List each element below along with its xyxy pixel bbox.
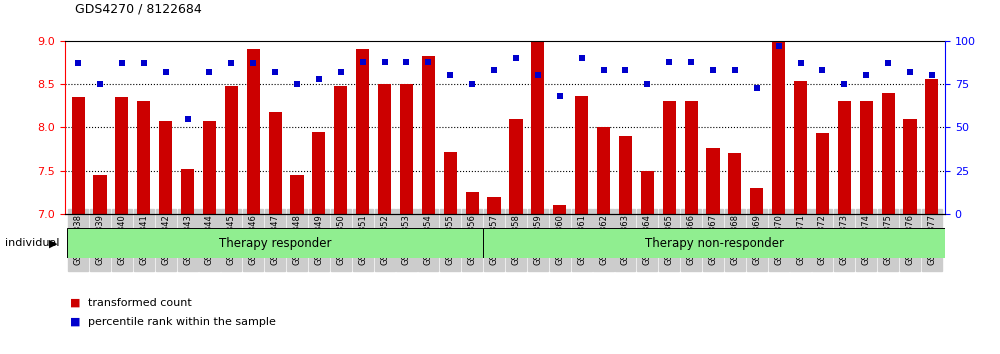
Point [639, 81, 655, 87]
Bar [619, 136, 632, 214]
Point [683, 59, 699, 64]
Point [398, 59, 414, 64]
Bar [269, 112, 282, 214]
Bar [466, 193, 479, 214]
Bar [72, 97, 85, 214]
Point [355, 59, 371, 64]
Bar [903, 119, 917, 214]
Point [749, 85, 765, 90]
Point [836, 81, 852, 87]
Bar [597, 127, 610, 214]
Bar [290, 175, 304, 214]
Bar [663, 101, 676, 214]
Point [114, 61, 130, 66]
Text: GDS4270 / 8122684: GDS4270 / 8122684 [75, 3, 202, 16]
Bar [685, 101, 698, 214]
Bar [882, 93, 895, 214]
Bar [706, 148, 720, 214]
Bar [422, 56, 435, 214]
Bar [356, 49, 369, 214]
Text: ■: ■ [70, 317, 80, 327]
Bar [444, 152, 457, 214]
Bar [312, 132, 325, 214]
Point [311, 76, 327, 82]
Point [793, 61, 809, 66]
Bar [247, 49, 260, 214]
Point [245, 61, 261, 66]
Bar [67, 228, 483, 258]
Point [420, 59, 436, 64]
Bar [483, 228, 945, 258]
Bar [553, 205, 566, 214]
Point [596, 67, 612, 73]
Bar [509, 119, 523, 214]
Point [92, 81, 108, 87]
Bar [575, 96, 588, 214]
Point [464, 81, 480, 87]
Point [727, 67, 743, 73]
Bar [400, 84, 413, 214]
Text: individual: individual [5, 238, 60, 249]
Bar [728, 153, 741, 214]
Point [530, 73, 546, 78]
Bar [115, 97, 128, 214]
Point [902, 69, 918, 75]
Bar [225, 86, 238, 214]
Text: Therapy responder: Therapy responder [219, 237, 331, 250]
Point [442, 73, 458, 78]
Point [617, 67, 633, 73]
Bar [925, 79, 938, 214]
Point [70, 61, 86, 66]
Point [552, 93, 568, 99]
Bar [203, 120, 216, 214]
Bar [334, 86, 347, 214]
Point [880, 61, 896, 66]
Point [771, 43, 787, 49]
Bar [487, 197, 501, 214]
Bar [816, 133, 829, 214]
Point [158, 69, 174, 75]
Point [180, 116, 196, 122]
Bar [137, 101, 150, 214]
Bar [750, 188, 763, 214]
Point [661, 59, 677, 64]
Point [486, 67, 502, 73]
Text: Therapy non-responder: Therapy non-responder [645, 237, 784, 250]
Point [814, 67, 830, 73]
Point [136, 61, 152, 66]
Bar [93, 175, 107, 214]
Bar [378, 84, 391, 214]
Point [858, 73, 874, 78]
Bar [531, 41, 544, 214]
Point [574, 55, 590, 61]
Point [289, 81, 305, 87]
Bar [181, 169, 194, 214]
Point [201, 69, 217, 75]
Bar [860, 101, 873, 214]
Point [508, 55, 524, 61]
Point [267, 69, 283, 75]
Bar [159, 120, 172, 214]
Point [924, 73, 940, 78]
Bar [641, 171, 654, 214]
Point [333, 69, 349, 75]
Bar [838, 101, 851, 214]
Point [223, 61, 239, 66]
Bar [772, 41, 785, 214]
Text: ▶: ▶ [48, 238, 57, 249]
Point [705, 67, 721, 73]
Text: percentile rank within the sample: percentile rank within the sample [88, 317, 276, 327]
Text: ■: ■ [70, 298, 80, 308]
Point [377, 59, 393, 64]
Bar [794, 81, 807, 214]
Text: transformed count: transformed count [88, 298, 192, 308]
